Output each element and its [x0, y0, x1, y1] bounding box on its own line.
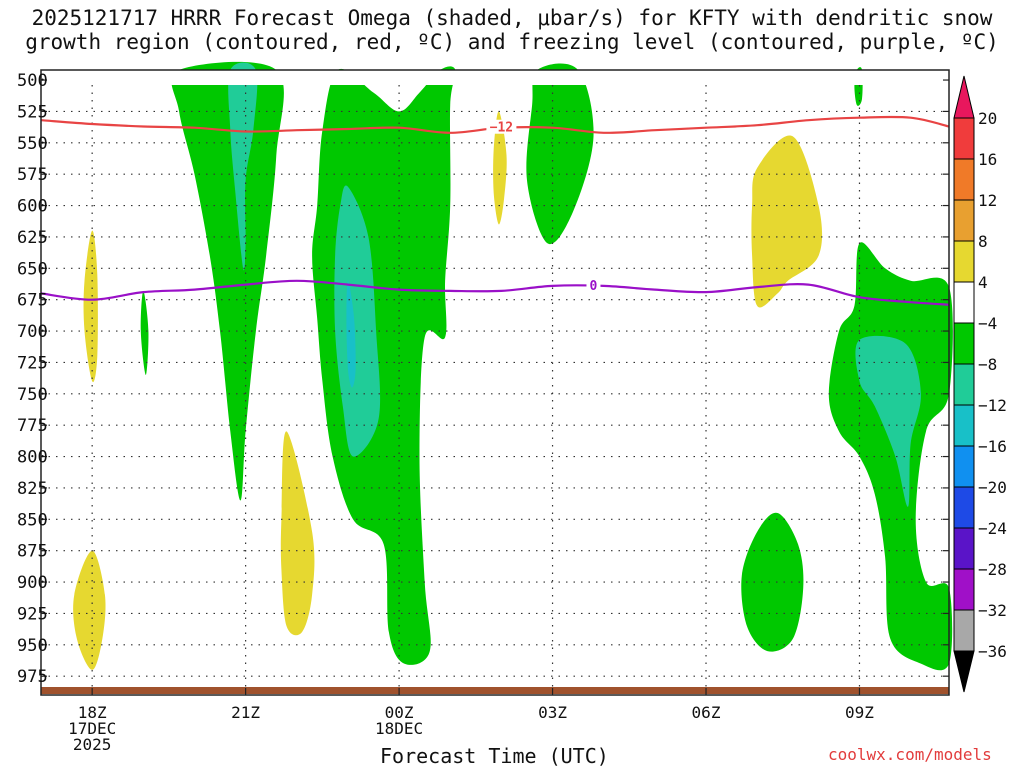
colorbar-swatch-10	[953, 486, 975, 529]
freezing-level-0C-line	[40, 279, 950, 306]
title-line-1: 2025121717 HRRR Forecast Omega (shaded, …	[31, 6, 993, 30]
omega-cyan-2330z	[346, 280, 356, 388]
colorbar-swatch-9	[953, 445, 975, 488]
colorbar-label-3: 8	[978, 232, 988, 251]
x-tick-label-18Z-1: 17DEC	[68, 719, 116, 738]
y-tick-label-575: 575	[17, 165, 48, 185]
freezing-level-0C-label: 0	[590, 279, 598, 294]
omega-teal-20z-21z	[228, 62, 258, 271]
dendritic-snow-growth-minus12C-label-bg	[486, 119, 517, 134]
x-tick-label-06Z-0: 06Z	[692, 703, 721, 722]
y-tick-label-975: 975	[17, 667, 48, 687]
omega-teal-09z-10z	[855, 335, 921, 507]
title-line-2: growth region (contoured, red, ºC) and f…	[25, 30, 999, 54]
credit-text: coolwx.com/models	[828, 745, 992, 764]
colorbar-swatch-5	[953, 281, 975, 324]
chart-title: 2025121717 HRRR Forecast Omega (shaded, …	[0, 6, 1024, 54]
colorbar-swatch-7	[953, 363, 975, 406]
omega-yellow-07z	[751, 135, 823, 308]
colorbar-label-6: −8	[978, 355, 997, 374]
y-tick-label-800: 800	[17, 448, 48, 468]
grid-layer	[41, 70, 949, 695]
colorbar-swatch-13	[953, 609, 975, 652]
y-tick-label-900: 900	[17, 573, 48, 593]
y-tick-label-525: 525	[17, 102, 48, 122]
x-tick-label-21Z-0: 21Z	[231, 703, 260, 722]
colorbar-swatch-4	[953, 240, 975, 283]
x-tick-label-18Z-2: 2025	[73, 735, 112, 754]
omega-shading-layer	[73, 61, 953, 671]
y-tick-label-625: 625	[17, 228, 48, 248]
x-axis-label: Forecast Time (UTC)	[380, 744, 609, 768]
plot-frame	[40, 69, 950, 696]
y-tick-label-650: 650	[17, 259, 48, 279]
colorbar-swatch-0	[953, 75, 975, 119]
colorbar-label-5: −4	[978, 314, 997, 333]
y-tick-label-700: 700	[17, 322, 48, 342]
plot-top-margin	[41, 70, 949, 85]
y-tick-label-675: 675	[17, 291, 48, 311]
colorbar-label-11: −28	[978, 560, 1007, 579]
y-tick-label-750: 750	[17, 385, 48, 405]
omega-green-23z-01z	[312, 66, 456, 665]
colorbar-label-9: −20	[978, 478, 1007, 497]
colorbar-label-7: −12	[978, 396, 1007, 415]
omega-green-03z-04z	[526, 63, 594, 245]
y-tick-label-600: 600	[17, 197, 48, 217]
freezing-level-0C-label-bg	[586, 277, 601, 292]
y-tick-label-850: 850	[17, 510, 48, 530]
colorbar-label-4: 4	[978, 273, 988, 292]
colorbar-label-1: 16	[978, 150, 997, 169]
colorbar-label-2: 12	[978, 191, 997, 210]
colorbar-label-12: −32	[978, 601, 1007, 620]
colorbar-swatch-12	[953, 568, 975, 611]
omega-yellow-18z-lower	[73, 550, 106, 670]
colorbar-swatch-2	[953, 158, 975, 201]
colorbar-label-8: −16	[978, 437, 1007, 456]
ground-bar	[41, 687, 949, 694]
omega-yellow-18z-upper	[83, 230, 98, 383]
colorbar: 20 16 12 8 4 −4 −8 −12 −16 −20 −24 −28 −32 −36	[953, 75, 1007, 693]
colorbar-swatch-14	[953, 650, 975, 693]
y-tick-label-775: 775	[17, 416, 48, 436]
y-tick-label-550: 550	[17, 134, 48, 154]
colorbar-swatch-8	[953, 404, 975, 447]
omega-green-07z	[741, 512, 804, 652]
x-tick-label-09Z-0: 09Z	[845, 703, 874, 722]
y-axis: 500 525 550 575 600 625 650 675 700 725 750 775 800 8…	[17, 71, 949, 687]
contour-layer: −12 0	[40, 115, 950, 306]
omega-green-19z-22z	[171, 61, 284, 501]
colorbar-label-0: 20	[978, 109, 997, 128]
omega-yellow-22z	[280, 431, 315, 636]
x-tick-label-18Z-0: 18Z	[78, 703, 107, 722]
colorbar-swatch-3	[953, 199, 975, 242]
omega-teal-23z-00z	[334, 185, 381, 457]
colorbar-swatch-1	[953, 117, 975, 160]
omega-yellow-02z	[493, 111, 507, 225]
omega-green-1930z	[140, 290, 149, 375]
colorbar-swatch-11	[953, 527, 975, 570]
y-tick-label-950: 950	[17, 636, 48, 656]
colorbar-label-10: −24	[978, 519, 1007, 538]
x-tick-label-03Z-0: 03Z	[538, 703, 567, 722]
y-tick-label-500: 500	[17, 71, 48, 91]
colorbar-label-13: −36	[978, 642, 1007, 661]
y-tick-label-725: 725	[17, 353, 48, 373]
y-tick-label-875: 875	[17, 542, 48, 562]
y-tick-label-925: 925	[17, 604, 48, 624]
x-tick-label-00Z-0: 00Z	[385, 703, 414, 722]
dendritic-snow-growth-minus12C-label: −12	[490, 121, 513, 136]
x-tick-label-00Z-1: 18DEC	[375, 719, 423, 738]
colorbar-swatch-6	[953, 322, 975, 365]
y-tick-label-825: 825	[17, 479, 48, 499]
